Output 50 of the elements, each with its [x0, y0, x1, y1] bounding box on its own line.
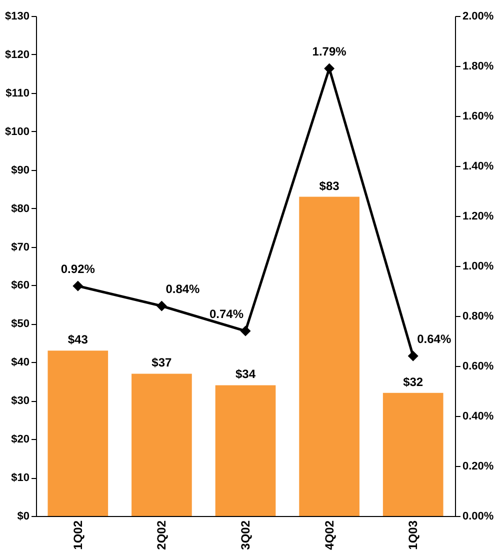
y-tick-label: $30	[11, 395, 30, 408]
y-tick-label: $60	[11, 280, 30, 292]
y-tick-label: $80	[11, 202, 30, 215]
y-tick-label: $120	[5, 48, 30, 61]
y2-tick-label: 0.80%	[462, 310, 494, 322]
y-tick-label: $40	[11, 356, 30, 369]
y2-tick-label: 1.20%	[462, 210, 494, 222]
bar	[382, 392, 444, 516]
data-label: 1.79%	[312, 44, 347, 58]
x-tick-label: 4Q02	[322, 520, 336, 550]
y2-tick-label: 1.80%	[462, 60, 494, 72]
x-tick-label: 3Q02	[238, 520, 252, 550]
data-label: 0.74%	[209, 307, 244, 321]
x-tick-label: 1Q02	[70, 520, 85, 550]
y-tick-label: $110	[6, 87, 30, 100]
y-tick-label: $90	[11, 164, 30, 176]
y-tick-label: $0	[17, 510, 30, 522]
point	[240, 326, 251, 336]
point	[324, 63, 335, 74]
y2-tick-label: 2.00%	[462, 10, 494, 22]
y2-tick-label: 0.60%	[462, 360, 494, 372]
y-tick-label: $130	[5, 10, 30, 22]
data-label: $83	[319, 178, 340, 193]
y-tick-label: $50	[11, 318, 30, 330]
data-label: 0.64%	[417, 332, 452, 346]
point	[408, 350, 418, 362]
y-tick-label: $100	[5, 126, 30, 138]
y2-tick-label: 1.40%	[462, 160, 494, 172]
data-label: $43	[68, 332, 88, 347]
point	[72, 280, 84, 292]
data-label: 0.92%	[60, 262, 96, 276]
y2-tick-label: 1.60%	[462, 110, 494, 122]
data-label: $37	[152, 356, 172, 370]
y2-tick-label: 0.40%	[462, 410, 494, 422]
y2-tick-label: 1.00%	[462, 260, 494, 272]
bar	[132, 374, 192, 516]
y2-tick-label: 0.20%	[462, 460, 494, 472]
x-tick-label: 2Q02	[154, 520, 169, 550]
point	[156, 300, 167, 312]
y-tick-label: $20	[11, 434, 30, 446]
data-label: 0.84%	[166, 282, 200, 296]
bar	[48, 350, 108, 516]
y-tick-label: $70	[11, 241, 30, 254]
data-label: $32	[403, 374, 424, 389]
x-tick-label: 1Q03	[406, 520, 420, 550]
data-label: $34	[235, 367, 256, 382]
bar	[299, 196, 360, 516]
y-tick-label: $10	[11, 472, 30, 484]
bar	[215, 385, 276, 516]
y2-tick-label: 0.00%	[462, 510, 494, 522]
